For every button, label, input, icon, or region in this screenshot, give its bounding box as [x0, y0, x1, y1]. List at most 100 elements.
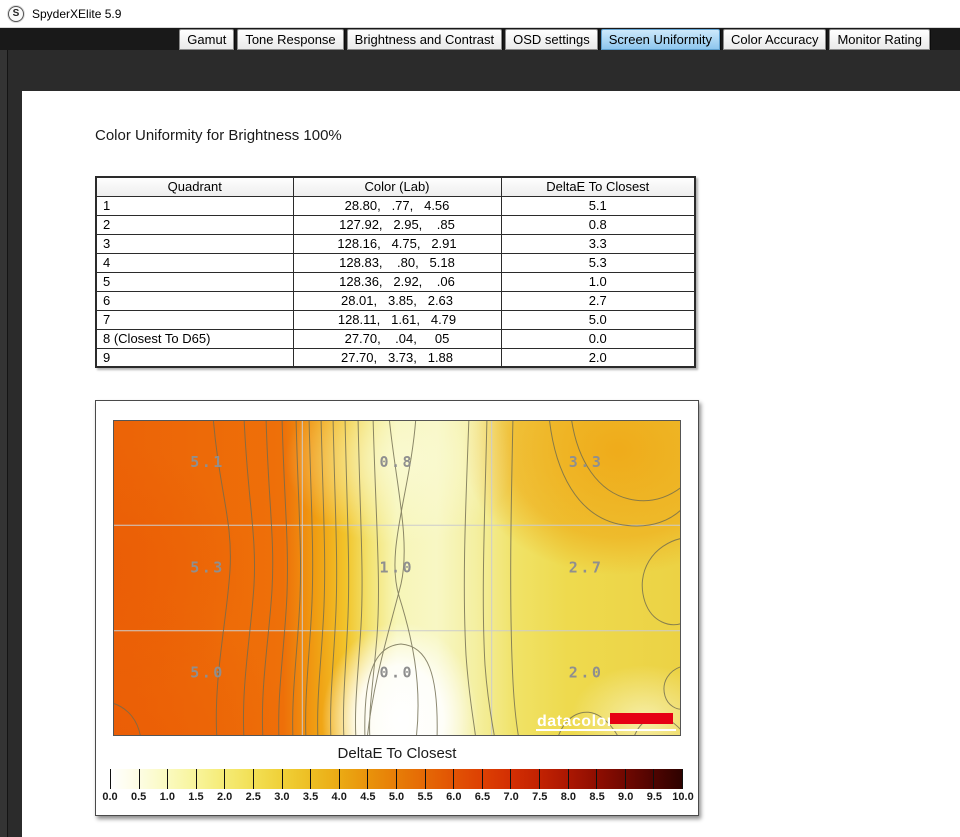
- uniformity-table: Quadrant Color (Lab) DeltaE To Closest 1…: [95, 176, 696, 368]
- cell-lab: 28.01, 3.85, 2.63: [292, 290, 502, 311]
- column-header-deltae: DeltaE To Closest: [500, 176, 696, 197]
- colorbar-tick-label: 2.5: [245, 791, 261, 803]
- heatmap-value-label: 5.0: [190, 664, 225, 682]
- tab-gamut[interactable]: Gamut: [179, 29, 235, 50]
- heatmap-value-label: 2.0: [569, 664, 604, 682]
- quadrant-grid: [113, 420, 681, 736]
- cell-delta: 5.0: [500, 309, 696, 330]
- column-header-quadrant: Quadrant: [95, 176, 294, 197]
- colorbar-tick-label: 7.5: [532, 791, 548, 803]
- table-row: 5 128.36, 2.92, .06 1.0: [95, 271, 696, 292]
- cell-quadrant: 6: [95, 290, 294, 311]
- colorbar-tick-label: 3.0: [274, 791, 290, 803]
- table-row: 1 28.80, .77, 4.56 5.1: [95, 195, 696, 216]
- colorbar-segment: [567, 769, 597, 789]
- cell-lab: 127.92, 2.95, .85: [292, 214, 502, 235]
- colorbar-tick-label: 2.0: [216, 791, 233, 803]
- colorbar-tick-label: 10.0: [672, 791, 694, 803]
- colorbar-segment: [338, 769, 368, 789]
- cell-quadrant: 5: [95, 271, 294, 292]
- colorbar-tick-label: 5.5: [417, 791, 433, 803]
- page-title: Color Uniformity for Brightness 100%: [95, 127, 342, 144]
- report-page: Color Uniformity for Brightness 100% Qua…: [22, 91, 960, 837]
- colorbar-tick-label: 9.0: [618, 791, 634, 803]
- cell-quadrant: 8 (Closest To D65): [95, 328, 294, 349]
- colorbar-segment: [224, 769, 253, 789]
- table-row: 9 27.70, 3.73, 1.88 2.0: [95, 347, 696, 368]
- table-row: 8 (Closest To D65) 27.70, .04, 05 0.0: [95, 328, 696, 349]
- cell-delta: 2.0: [500, 347, 696, 368]
- datacolor-logo-text: datacolor: [537, 713, 614, 730]
- cell-lab: 128.11, 1.61, 4.79: [292, 309, 502, 330]
- colorbar-segment: [395, 769, 425, 789]
- cell-quadrant: 3: [95, 233, 294, 254]
- heatmap-value-label: 2.7: [569, 558, 604, 576]
- window-title: SpyderXElite 5.9: [32, 6, 122, 21]
- tab-osd-settings[interactable]: OSD settings: [505, 29, 598, 50]
- cell-lab: 128.16, 4.75, 2.91: [292, 233, 502, 254]
- tab-strip: Gamut Tone Response Brightness and Contras…: [179, 29, 930, 50]
- datacolor-logo: datacolor: [536, 713, 676, 731]
- colorbar-segment: [138, 769, 168, 789]
- colorbar-tick-label: 8.0: [560, 791, 577, 803]
- colorbar-segment: [624, 769, 654, 789]
- heatmap-value-label: 0.0: [380, 664, 415, 682]
- cell-lab: 27.70, 3.73, 1.88: [292, 347, 502, 368]
- cell-lab: 128.83, .80, 5.18: [292, 252, 502, 273]
- column-header-color-lab: Color (Lab): [292, 176, 502, 197]
- cell-quadrant: 9: [95, 347, 294, 368]
- uniformity-chart-panel: 5.1 0.8 3.3 5.3 1.0 2.7 5.0 0.0 2.0 datacolor De…: [95, 400, 699, 816]
- cell-delta: 1.0: [500, 271, 696, 292]
- colorbar-segment: [367, 769, 396, 789]
- colorbar: [110, 769, 683, 789]
- tab-tone-response[interactable]: Tone Response: [237, 29, 344, 50]
- cell-delta: 3.3: [500, 233, 696, 254]
- app-icon: S: [8, 5, 24, 22]
- colorbar-segment: [596, 769, 625, 789]
- colorbar-segment: [195, 769, 225, 789]
- cell-delta: 5.3: [500, 252, 696, 273]
- tab-screen-uniformity[interactable]: Screen Uniformity: [600, 29, 721, 50]
- table-row: 2 127.92, 2.95, .85 0.8: [95, 214, 696, 235]
- heatmap-value-label: 5.3: [190, 558, 225, 576]
- tab-color-accuracy[interactable]: Color Accuracy: [723, 29, 827, 50]
- cell-delta: 2.7: [500, 290, 696, 311]
- colorbar-tick-label: 4.5: [360, 791, 376, 803]
- table-row: 6 28.01, 3.85, 2.63 2.7: [95, 290, 696, 311]
- colorbar-tick-label: 0.0: [102, 791, 118, 803]
- colorbar-segment: [252, 769, 282, 789]
- colorbar-segment: [653, 769, 683, 789]
- colorbar-segment: [424, 769, 454, 789]
- colorbar-tick-label: 9.5: [646, 791, 662, 803]
- heatmap-value-label: 5.1: [190, 453, 225, 471]
- cell-lab: 28.80, .77, 4.56: [292, 195, 502, 216]
- table-row: 7 128.11, 1.61, 4.79 5.0: [95, 309, 696, 330]
- workspace: Color Uniformity for Brightness 100% Qua…: [0, 50, 960, 837]
- colorbar-tick-label: 5.0: [388, 791, 405, 803]
- tab-monitor-rating[interactable]: Monitor Rating: [829, 29, 930, 50]
- titlebar: S SpyderXElite 5.9: [0, 0, 960, 28]
- colorbar-tick-label: 3.5: [302, 791, 319, 803]
- table-row: 4 128.83, .80, 5.18 5.3: [95, 252, 696, 273]
- colorbar-tick-label: 6.0: [446, 791, 462, 803]
- cell-delta: 0.0: [500, 328, 696, 349]
- colorbar-segment: [538, 769, 568, 789]
- cell-lab: 27.70, .04, 05: [292, 328, 502, 349]
- tab-brightness-and-contrast[interactable]: Brightness and Contrast: [346, 29, 503, 50]
- colorbar-segment: [281, 769, 311, 789]
- tab-band: Gamut Tone Response Brightness and Contras…: [0, 28, 960, 50]
- colorbar-tick-label: 7.0: [503, 791, 519, 803]
- colorbar-segment: [453, 769, 482, 789]
- heatmap: 5.1 0.8 3.3 5.3 1.0 2.7 5.0 0.0 2.0 datacolor: [113, 420, 681, 736]
- colorbar-segment: [481, 769, 511, 789]
- datacolor-logo-red-bar: [610, 713, 673, 724]
- cell-lab: 128.36, 2.92, .06: [292, 271, 502, 292]
- cell-quadrant: 7: [95, 309, 294, 330]
- colorbar-tick-label: 6.5: [474, 791, 491, 803]
- colorbar-segment: [510, 769, 539, 789]
- colorbar-segment: [167, 769, 196, 789]
- colorbar-tick-labels: 0.0 0.5 1.0 1.5 2.0 2.5 3.0 3.5 4.0 4.5 5.0 5.5 6.0 6…: [102, 791, 693, 804]
- colorbar-tick-label: 0.5: [130, 791, 147, 803]
- cell-quadrant: 4: [95, 252, 294, 273]
- left-panel-strip: [0, 50, 8, 837]
